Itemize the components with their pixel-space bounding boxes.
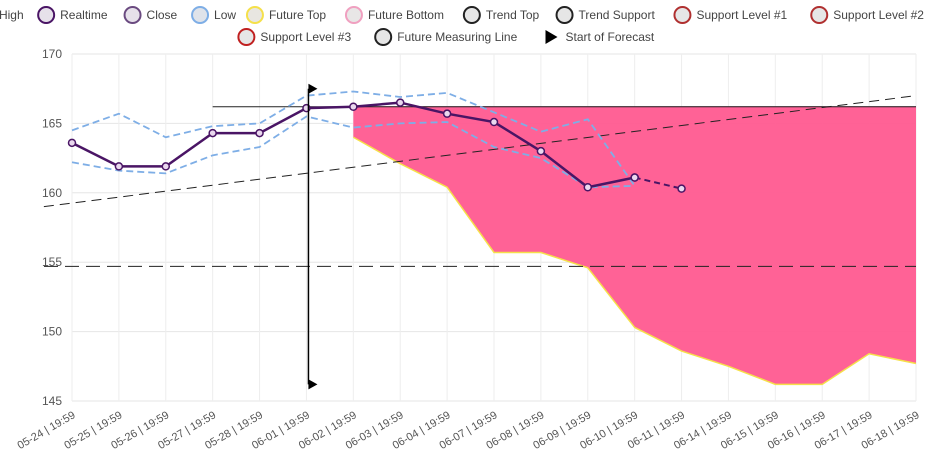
series-realtime-point [395, 98, 405, 107]
legend-label: Trend Top [486, 8, 540, 22]
series-realtime-point [349, 102, 358, 111]
legend-triangle-icon [545, 30, 558, 44]
series-realtime-point [536, 146, 546, 156]
series-close-line [634, 176, 682, 190]
legend-label: Realtime [60, 8, 108, 22]
trend-support-line [43, 95, 917, 208]
y-tick-label: 160 [42, 186, 62, 200]
legend-label: Close [147, 8, 178, 22]
measuring-end-marker [308, 379, 318, 390]
series-realtime-point [114, 162, 124, 171]
legend-swatch-icon [191, 6, 210, 24]
y-tick-label: 145 [42, 394, 62, 408]
series-realtime-point [583, 182, 593, 192]
legend-label: Support Level #3 [260, 30, 351, 44]
chart-legend: High Realtime Close Low Future Top Future Bot… [0, 6, 924, 46]
legend-item: High [0, 8, 24, 22]
legend-item: Trend Support [555, 6, 656, 24]
legend-label: Support Level #2 [833, 8, 924, 22]
legend-label: High [0, 8, 24, 22]
legend-item: Future Top [245, 6, 326, 24]
legend-swatch-icon [555, 6, 574, 24]
legend-item: Realtime [37, 6, 108, 24]
series-realtime-point [67, 138, 77, 148]
legend-swatch-icon [374, 28, 393, 46]
series-realtime-point [489, 117, 499, 127]
legend-item: Support Level #3 [237, 28, 351, 46]
series-high-line [71, 90, 636, 187]
legend-label: Start of Forecast [566, 30, 655, 44]
legend-label: Low [214, 8, 236, 22]
y-tick-label: 150 [42, 325, 62, 339]
legend-item: Future Measuring Line [374, 28, 518, 46]
legend-label: Trend Support [579, 8, 656, 22]
future-area [353, 106, 916, 385]
legend-swatch-icon [673, 6, 692, 24]
series-close-point [677, 184, 686, 193]
legend-swatch-icon [810, 6, 829, 24]
legend-label: Future Measuring Line [397, 30, 517, 44]
legend-item: Low [191, 6, 236, 24]
future-bottom-line [352, 136, 917, 386]
legend-swatch-icon [344, 6, 363, 24]
legend-label: Future Top [269, 8, 326, 22]
series-realtime-point [255, 128, 264, 138]
legend-item: Trend Top [462, 6, 540, 24]
series-realtime-point [208, 128, 217, 138]
legend-item: Support Level #2 [810, 6, 924, 24]
series-realtime-point [442, 109, 452, 118]
legend-item: Close [123, 6, 178, 24]
legend-item: Future Bottom [344, 6, 444, 24]
start-of-forecast-marker [308, 83, 318, 94]
y-tick-label: 155 [42, 255, 62, 269]
series-close-point [630, 173, 639, 182]
y-tick-label: 170 [42, 47, 62, 61]
legend-item: Start of Forecast [545, 30, 655, 44]
y-tick-label: 165 [42, 116, 62, 130]
legend-label: Support Level #1 [696, 8, 787, 22]
y-axis: 145 150 155 160 165 170 [42, 47, 62, 408]
legend-item: Support Level #1 [673, 6, 788, 24]
legend-swatch-icon [245, 6, 264, 24]
plot-area [43, 83, 917, 390]
legend-swatch-icon [123, 6, 142, 24]
legend-swatch-icon [462, 6, 481, 24]
legend-swatch-icon [237, 28, 256, 46]
series-low-line [71, 115, 635, 189]
legend-swatch-icon [37, 6, 56, 24]
legend-label: Future Bottom [368, 8, 444, 22]
series-realtime-point [161, 162, 171, 171]
